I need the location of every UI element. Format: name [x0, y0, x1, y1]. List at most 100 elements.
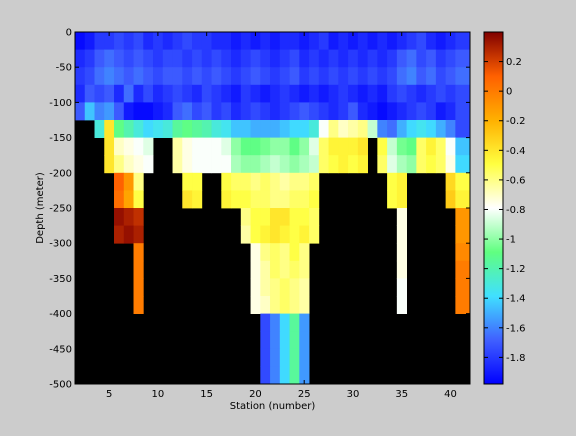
heatmap-cell	[289, 243, 300, 262]
heatmap-cell	[318, 67, 329, 86]
heatmap-cell	[123, 208, 134, 226]
heatmap-cell	[182, 32, 193, 50]
x-tick-label: 25	[298, 389, 311, 400]
heatmap-cell	[94, 32, 105, 50]
heatmap-cell	[299, 225, 310, 244]
heatmap-cell	[172, 120, 183, 138]
heatmap-cell	[172, 102, 183, 121]
heatmap-cell	[231, 120, 242, 138]
heatmap-cell	[240, 137, 251, 156]
heatmap-cell	[114, 225, 125, 244]
heatmap-cell	[406, 67, 417, 86]
heatmap-cell	[406, 137, 417, 156]
heatmap-cell	[328, 102, 339, 121]
heatmap-cell	[309, 84, 320, 103]
heatmap-cell	[153, 84, 164, 103]
y-tick-label: -100	[49, 98, 72, 109]
heatmap-cell	[318, 49, 329, 68]
heatmap-cell	[162, 67, 173, 86]
heatmap-cell	[104, 137, 115, 156]
heatmap-cell	[250, 102, 261, 121]
heatmap-cell	[299, 32, 310, 50]
heatmap-cell	[182, 67, 193, 86]
heatmap-cell	[133, 137, 144, 156]
heatmap-cell	[240, 172, 251, 191]
heatmap-cell	[367, 32, 378, 50]
heatmap-cell	[201, 155, 212, 174]
heatmap-cell	[162, 102, 173, 121]
heatmap-cell	[221, 49, 232, 68]
heatmap-cell	[455, 225, 471, 244]
heatmap-cell	[172, 137, 183, 156]
heatmap-cell	[172, 84, 183, 103]
heatmap-cell	[435, 49, 447, 68]
heatmap-cell	[455, 190, 471, 209]
heatmap-cell	[114, 49, 125, 68]
heatmap-cell	[357, 102, 368, 121]
colorbar-ticks: 0.2 0 -0.2 -0.4 -0.6 -0.8 -1 -1.2 -1.4 -1.6 -1.8	[484, 57, 526, 364]
heatmap-cell	[299, 331, 310, 350]
heatmap-cell	[289, 296, 300, 314]
x-axis-label: Station (number)	[230, 401, 316, 412]
heatmap-cell	[279, 313, 290, 332]
heatmap-cell	[172, 49, 183, 68]
y-tick-label: -450	[49, 344, 72, 355]
heatmap-cell	[318, 120, 329, 138]
heatmap-cell	[211, 32, 222, 50]
heatmap-cell	[396, 208, 407, 226]
heatmap-cell	[192, 32, 203, 50]
heatmap-cell	[455, 155, 471, 174]
heatmap-cell	[114, 84, 125, 103]
heatmap-cell	[318, 102, 329, 121]
heatmap-cell	[211, 120, 222, 138]
heatmap-cell	[445, 155, 456, 174]
heatmap-cell	[396, 260, 407, 279]
heatmap-cell	[270, 172, 281, 191]
heatmap-cell	[426, 155, 437, 174]
heatmap-cell	[455, 260, 471, 279]
heatmap-cell	[435, 137, 447, 156]
heatmap-cell	[114, 137, 125, 156]
heatmap-cell	[84, 49, 95, 68]
heatmap-cell	[221, 172, 232, 191]
heatmap-cell	[289, 102, 300, 121]
heatmap-cell	[231, 84, 242, 103]
heatmap-cell	[260, 137, 271, 156]
heatmap-cell	[387, 84, 398, 103]
heatmap-cell	[279, 120, 290, 138]
heatmap-cell	[133, 278, 144, 297]
heatmap-cell	[211, 102, 222, 121]
colorbar-tick-label: -1	[506, 235, 516, 246]
heatmap-cell	[231, 190, 242, 209]
heatmap-cell	[104, 49, 115, 68]
heatmap-cell	[270, 366, 281, 385]
heatmap-cell	[123, 32, 134, 50]
heatmap-cell	[377, 137, 388, 156]
heatmap-cell	[123, 49, 134, 68]
heatmap-cell	[279, 49, 290, 68]
heatmap-cell	[270, 313, 281, 332]
heatmap-cell	[455, 120, 471, 138]
heatmap-cell	[133, 225, 144, 244]
heatmap-cell	[104, 155, 115, 174]
heatmap-cell	[348, 120, 359, 138]
heatmap-cell	[455, 137, 471, 156]
heatmap-cell	[114, 120, 125, 138]
heatmap-cell	[182, 49, 193, 68]
heatmap-cell	[338, 84, 349, 103]
heatmap-cell	[338, 120, 349, 138]
heatmap-cell	[192, 172, 203, 191]
heatmap-cell	[270, 278, 281, 297]
heatmap-cell	[250, 137, 261, 156]
heatmap-cell	[299, 190, 310, 209]
y-tick-label: -200	[49, 168, 72, 179]
y-tick-label: -500	[49, 380, 72, 391]
heatmap-cell	[250, 120, 261, 138]
heatmap-cell	[123, 84, 134, 103]
heatmap-cell	[75, 84, 86, 103]
heatmap-cell	[396, 172, 407, 191]
heatmap-cell	[396, 84, 407, 103]
heatmap-cell	[240, 84, 251, 103]
heatmap-cell	[445, 32, 456, 50]
